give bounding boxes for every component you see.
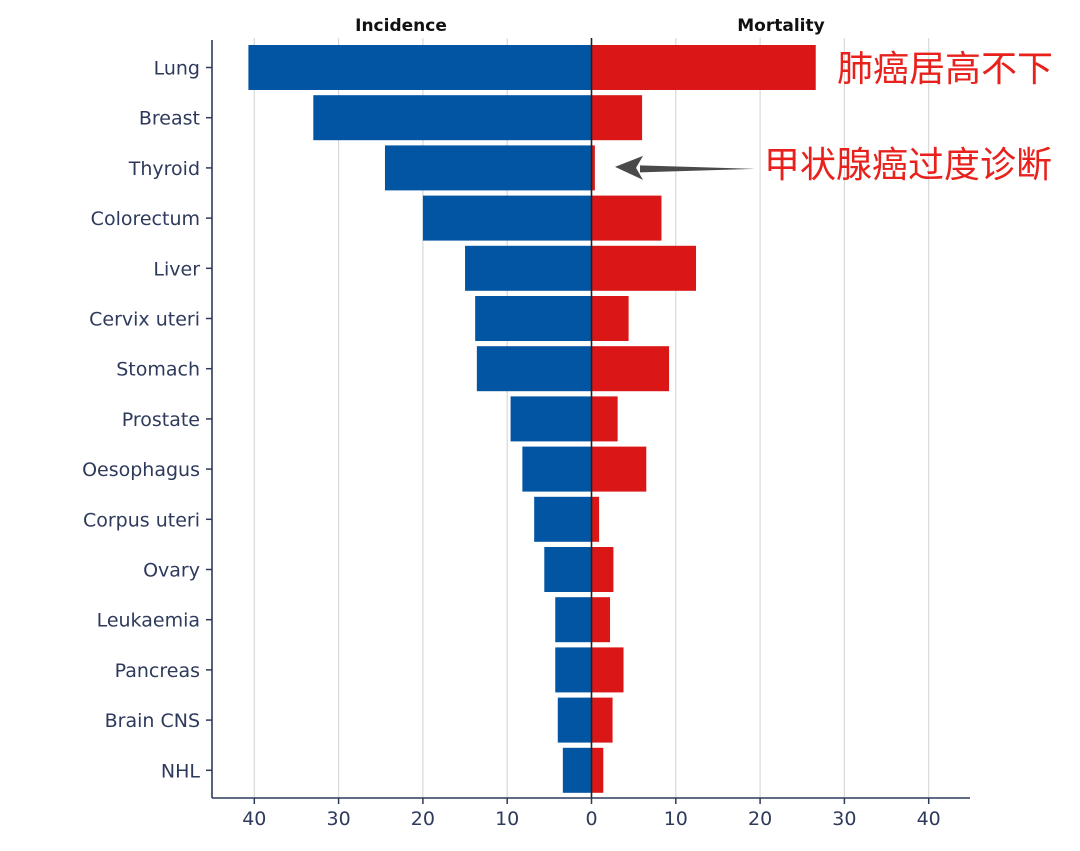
bar-mortality-4 <box>591 245 697 291</box>
x-tick-label: 30 <box>327 808 351 830</box>
bar-mortality-0 <box>591 45 816 90</box>
category-label: Prostate <box>122 409 200 431</box>
x-tick-label: 10 <box>664 808 688 830</box>
x-tick-label: 40 <box>917 808 941 830</box>
arrow-head <box>615 155 643 180</box>
category-label: Breast <box>139 108 200 130</box>
x-tick-label: 10 <box>495 808 519 830</box>
bar-incidence-12 <box>555 647 592 693</box>
axes <box>206 38 970 804</box>
arrow-shaft <box>640 165 755 173</box>
bar-incidence-2 <box>384 145 592 191</box>
bar-incidence-8 <box>522 446 592 492</box>
bar-mortality-2 <box>591 145 595 191</box>
category-label: NHL <box>161 760 201 782</box>
x-tick-label: 20 <box>411 808 435 830</box>
x-tick-label: 0 <box>585 808 597 830</box>
category-label: Pancreas <box>115 660 200 682</box>
category-label: Cervix uteri <box>89 309 200 331</box>
bar-mortality-6 <box>591 346 670 392</box>
bar-mortality-1 <box>591 95 643 141</box>
bar-incidence-9 <box>534 496 592 542</box>
category-label: Ovary <box>143 560 200 582</box>
category-label: Colorectum <box>91 208 200 230</box>
category-label: Oesophagus <box>82 459 200 481</box>
bar-mortality-12 <box>591 647 624 693</box>
bar-incidence-13 <box>557 697 592 743</box>
bar-incidence-0 <box>248 45 592 90</box>
bar-mortality-10 <box>591 547 614 592</box>
bar-mortality-5 <box>591 296 629 341</box>
annotation-lung: 肺癌居高不下 <box>837 49 1054 90</box>
category-label: Brain CNS <box>105 710 200 732</box>
category-label: Corpus uteri <box>83 509 200 531</box>
category-label: Liver <box>153 258 200 280</box>
category-label: Leukaemia <box>97 610 200 632</box>
panel-title-mortality: Mortality <box>737 16 824 36</box>
category-label: Stomach <box>116 359 200 381</box>
bar-incidence-14 <box>562 747 592 793</box>
panel-title-incidence: Incidence <box>355 16 447 36</box>
labels: Lung Breast Thyroid Colorectum Liver Cervix u… <box>82 16 941 830</box>
bar-mortality-8 <box>591 446 647 492</box>
bar-mortality-3 <box>591 195 662 241</box>
bar-incidence-3 <box>422 195 592 241</box>
bar-mortality-9 <box>591 496 600 542</box>
bar-incidence-5 <box>475 296 592 341</box>
bar-incidence-1 <box>313 95 592 141</box>
x-tick-label: 30 <box>832 808 856 830</box>
x-tick-label: 40 <box>242 808 266 830</box>
bars <box>248 45 816 793</box>
bar-mortality-14 <box>591 747 604 793</box>
bar-incidence-11 <box>555 597 592 643</box>
bar-incidence-6 <box>476 346 592 392</box>
bar-incidence-7 <box>510 396 592 442</box>
category-label: Thyroid <box>128 158 200 180</box>
bar-mortality-13 <box>591 697 613 743</box>
bar-incidence-10 <box>544 547 592 592</box>
bar-mortality-11 <box>591 597 611 643</box>
bar-incidence-4 <box>465 245 592 291</box>
annotation-thyroid: 甲状腺癌过度诊断 <box>764 145 1053 186</box>
x-tick-label: 20 <box>748 808 772 830</box>
bar-mortality-7 <box>591 396 618 442</box>
category-label: Lung <box>154 58 200 80</box>
